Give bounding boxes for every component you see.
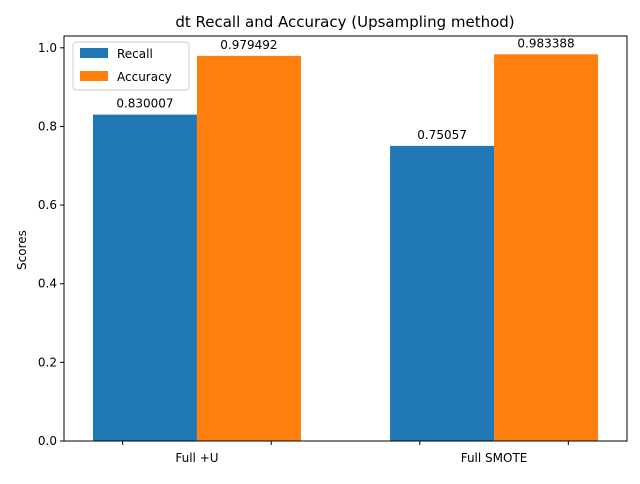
legend: Recall Accuracy — [72, 41, 190, 91]
legend-label-accuracy: Accuracy — [117, 70, 172, 84]
bar-labels-group: 0.830007 0.75057 0.979492 0.983388 — [116, 36, 574, 142]
y-axis-label: Scores — [15, 230, 29, 270]
y-tick-label-4: 0.8 — [38, 119, 57, 133]
x-category-label-0: Full +U — [175, 451, 218, 465]
bar-value-label-recall-1: 0.75057 — [417, 128, 467, 142]
y-tick-label-1: 0.2 — [38, 355, 57, 369]
y-tick-label-3: 0.6 — [38, 198, 57, 212]
plot-area-frame — [63, 35, 628, 442]
bar-recall-0 — [92, 114, 197, 441]
bar-accuracy-0 — [196, 55, 301, 441]
bars-group — [92, 54, 599, 442]
bar-value-label-accuracy-0: 0.979492 — [220, 38, 277, 52]
y-tick-label-0: 0.0 — [38, 434, 57, 448]
y-tick-label-2: 0.4 — [38, 277, 57, 291]
bar-accuracy-1 — [494, 54, 599, 442]
bar-value-label-recall-0: 0.830007 — [116, 97, 173, 111]
legend-swatch-accuracy — [80, 71, 108, 81]
bar-value-label-accuracy-1: 0.983388 — [517, 36, 574, 50]
legend-label-recall: Recall — [117, 47, 153, 61]
chart-title: dt Recall and Accuracy (Upsampling metho… — [175, 13, 514, 31]
x-category-label-1: Full SMOTE — [461, 451, 528, 465]
bar-recall-1 — [390, 145, 495, 441]
y-tick-label-5: 1.0 — [38, 41, 57, 55]
x-axis: Full +U Full SMOTE — [122, 441, 569, 465]
legend-swatch-recall — [80, 48, 108, 58]
y-axis: 0.0 0.2 0.4 0.6 0.8 1.0 — [38, 41, 64, 448]
